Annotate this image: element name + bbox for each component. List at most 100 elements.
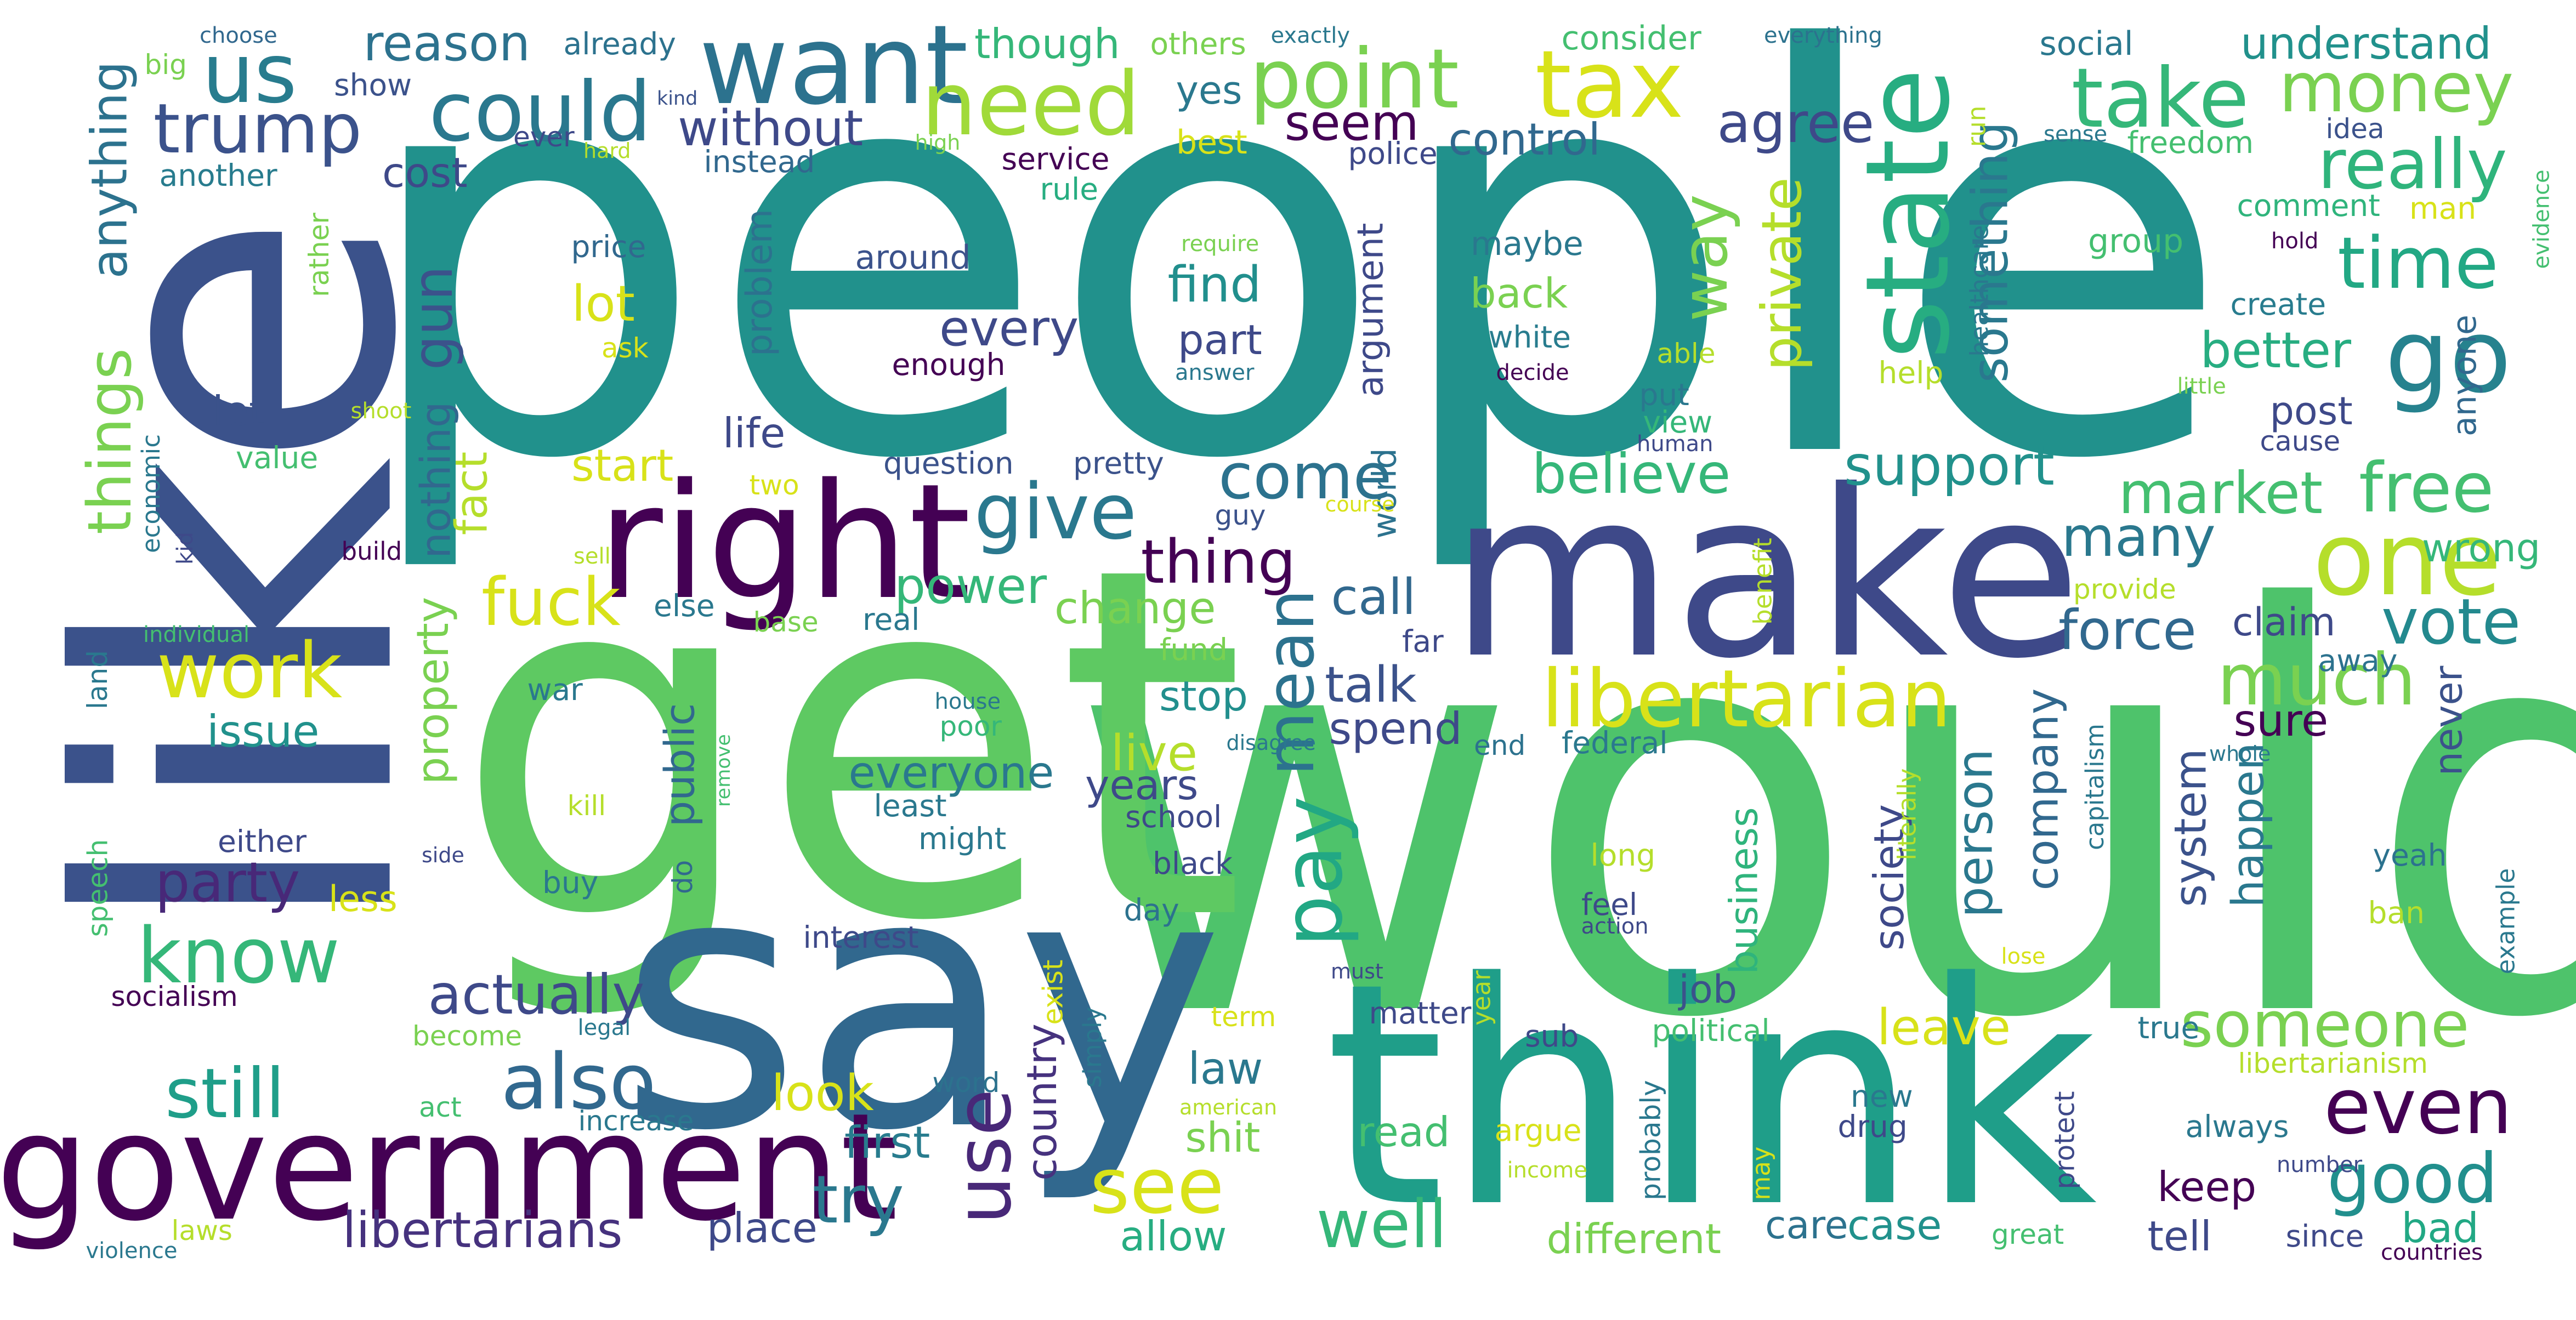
- word-lose: lose: [2001, 944, 2046, 969]
- word-probably: probably: [1635, 1080, 1667, 1200]
- word-simply: simply: [1077, 1006, 1107, 1088]
- word-high: high: [915, 130, 961, 155]
- word-base: base: [753, 606, 819, 638]
- word-pay: pay: [1265, 796, 1361, 947]
- word-individual: individual: [143, 622, 250, 647]
- word-tax: tax: [1535, 31, 1684, 139]
- word-term: term: [1211, 1001, 1276, 1033]
- word-course: course: [1325, 492, 1395, 516]
- word-sure: sure: [2233, 695, 2329, 746]
- word-place: place: [707, 1203, 818, 1252]
- word-feel: feel: [1581, 886, 1638, 922]
- word-maybe: maybe: [1471, 225, 1584, 263]
- word-fuck: fuck: [481, 565, 621, 641]
- word-argument: argument: [1350, 223, 1392, 397]
- word-human: human: [1637, 431, 1713, 457]
- word-exist: exist: [1037, 959, 1069, 1025]
- word-never: never: [2425, 665, 2471, 776]
- word-enough: enough: [892, 346, 1006, 382]
- word-consider: consider: [1561, 19, 1701, 58]
- word-need: need: [921, 53, 1141, 155]
- word-freedom: freedom: [2127, 124, 2254, 160]
- word-guy: guy: [1215, 499, 1266, 531]
- word-exactly: exactly: [1270, 23, 1351, 48]
- word-away: away: [2318, 642, 2398, 678]
- word-us: us: [202, 26, 297, 122]
- word-year: year: [1467, 970, 1496, 1026]
- word-even: even: [2324, 1062, 2512, 1152]
- word-post: post: [2269, 389, 2353, 434]
- word-else: else: [654, 588, 715, 623]
- word-since: since: [2285, 1218, 2364, 1254]
- word-way: way: [1668, 194, 1742, 322]
- word-side: side: [422, 843, 464, 867]
- word-remove: remove: [712, 733, 735, 807]
- word-good: good: [2327, 1139, 2498, 1219]
- word-ban: ban: [2368, 895, 2425, 930]
- word-let: let: [212, 386, 265, 435]
- word-might: might: [918, 821, 1007, 856]
- word-idea: idea: [2325, 113, 2385, 145]
- word-issue: issue: [207, 706, 320, 757]
- word-libertarian: libertarian: [1541, 652, 1951, 746]
- word-property: property: [407, 596, 459, 785]
- word-think: think: [1324, 918, 2097, 1275]
- word-always: always: [2185, 1108, 2289, 1144]
- word-force: force: [2058, 598, 2197, 662]
- word-great: great: [1991, 1219, 2064, 1250]
- word-law: law: [1188, 1043, 1263, 1094]
- word-value: value: [236, 440, 319, 475]
- word-black: black: [1153, 845, 1233, 881]
- word-back: back: [1470, 269, 1568, 317]
- word-power: power: [894, 557, 1047, 615]
- word-time: time: [2337, 221, 2499, 305]
- word-do: do: [667, 860, 699, 895]
- word-must: must: [1331, 959, 1383, 983]
- word-already: already: [563, 26, 676, 61]
- word-buy: buy: [542, 864, 599, 900]
- word-income: income: [1507, 1158, 1588, 1183]
- word-try: try: [812, 1162, 904, 1238]
- word-talk: talk: [1325, 656, 1417, 714]
- word-yeah: yeah: [2373, 837, 2447, 873]
- word-though: though: [974, 19, 1120, 68]
- word-instead: instead: [703, 144, 815, 179]
- word-right: right: [597, 450, 971, 635]
- word-happen: happen: [2222, 742, 2274, 908]
- word-lot: lot: [571, 275, 635, 333]
- word-everything: everything: [1764, 23, 1882, 48]
- word-sell: sell: [574, 544, 611, 569]
- word-leave: leave: [1877, 999, 2011, 1056]
- word-political: political: [1652, 1012, 1770, 1048]
- word-matter: matter: [1369, 995, 1472, 1031]
- word-view: view: [1643, 404, 1713, 440]
- word-comment: comment: [2237, 187, 2380, 223]
- word-give: give: [974, 468, 1137, 557]
- word-either: either: [218, 823, 307, 859]
- word-economic: economic: [136, 434, 166, 553]
- word-believe: believe: [1531, 442, 1731, 506]
- word-healthcare: healthcare: [1965, 225, 1994, 356]
- word-use: use: [939, 1089, 1029, 1225]
- word-business: business: [1721, 807, 1767, 975]
- word-live: live: [1110, 725, 1198, 782]
- word-fact: fact: [445, 451, 497, 536]
- word-thing: thing: [1141, 527, 1296, 597]
- word-laws: laws: [171, 1215, 232, 1247]
- word-money: money: [2279, 48, 2514, 128]
- word-war: war: [527, 672, 583, 707]
- word-everyone: everyone: [848, 747, 1054, 798]
- word-company: company: [2016, 688, 2068, 891]
- word-case: case: [1847, 1200, 1942, 1249]
- word-anything: anything: [80, 61, 138, 279]
- word-find: find: [1167, 256, 1262, 314]
- word-make: make: [1449, 441, 2082, 709]
- word-may: may: [1746, 1146, 1776, 1200]
- word-hold: hold: [2271, 229, 2319, 254]
- word-capitalism: capitalism: [2080, 723, 2109, 850]
- word-work: work: [156, 627, 343, 716]
- word-free: free: [2359, 448, 2494, 528]
- word-another: another: [159, 157, 277, 193]
- word-true: true: [2137, 1010, 2200, 1045]
- word-choose: choose: [200, 23, 277, 48]
